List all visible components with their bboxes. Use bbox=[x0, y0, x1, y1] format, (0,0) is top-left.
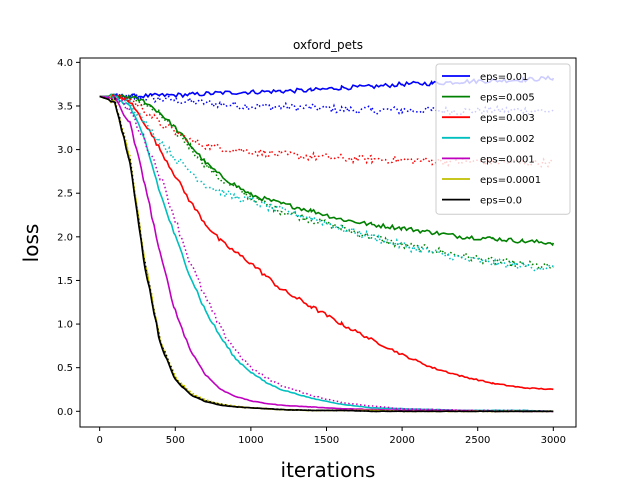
axes-frame bbox=[79, 57, 577, 428]
legend-box bbox=[435, 63, 571, 215]
curves bbox=[99, 75, 555, 413]
x-tick-label: 2000 bbox=[389, 435, 414, 446]
legend-label: eps=0.001 bbox=[480, 154, 535, 165]
x-tick-label: 2500 bbox=[465, 435, 490, 446]
y-tick-label: 2.5 bbox=[57, 189, 73, 200]
legend-label: eps=0.002 bbox=[480, 134, 535, 145]
legend-label: eps=0.005 bbox=[480, 93, 535, 104]
x-tick-label: 3000 bbox=[541, 435, 566, 446]
y-tick-label: 1.5 bbox=[57, 276, 73, 287]
series-solid-line bbox=[99, 94, 554, 391]
legend-label: eps=0.003 bbox=[480, 113, 535, 124]
y-axis-title: loss bbox=[19, 224, 43, 263]
legend: eps=0.01 eps=0.005 eps=0.003 eps=0.002 eps=0… bbox=[435, 63, 571, 215]
chart-title: oxford_pets bbox=[293, 38, 363, 52]
y-tick-label: 1.0 bbox=[57, 320, 73, 331]
x-tick-label: 500 bbox=[166, 435, 185, 446]
series-dotted-line bbox=[99, 92, 554, 168]
x-tick-label: 1000 bbox=[238, 435, 263, 446]
legend-label: eps=0.0 bbox=[480, 196, 522, 207]
axis-ticks: 0 500 1000 1500 2000 2500 3000 0.0 0.5 1.0 1.5 2.0 2… bbox=[57, 58, 566, 446]
legend-label: eps=0.01 bbox=[480, 72, 528, 83]
y-tick-label: 3.5 bbox=[57, 101, 73, 112]
y-tick-label: 0.5 bbox=[57, 363, 73, 374]
y-tick-label: 4.0 bbox=[57, 58, 73, 69]
legend-label: eps=0.0001 bbox=[480, 175, 541, 186]
plot-area bbox=[99, 75, 555, 413]
x-tick-label: 0 bbox=[96, 435, 102, 446]
y-tick-label: 0.0 bbox=[57, 407, 73, 418]
x-axis-title: iterations bbox=[281, 458, 376, 480]
x-tick-label: 1500 bbox=[314, 435, 339, 446]
y-tick-label: 2.0 bbox=[57, 232, 73, 243]
series-dotted-line bbox=[99, 93, 555, 272]
series-solid-line bbox=[99, 95, 554, 413]
y-tick-label: 3.0 bbox=[57, 145, 73, 156]
series-solid-line bbox=[99, 93, 555, 247]
